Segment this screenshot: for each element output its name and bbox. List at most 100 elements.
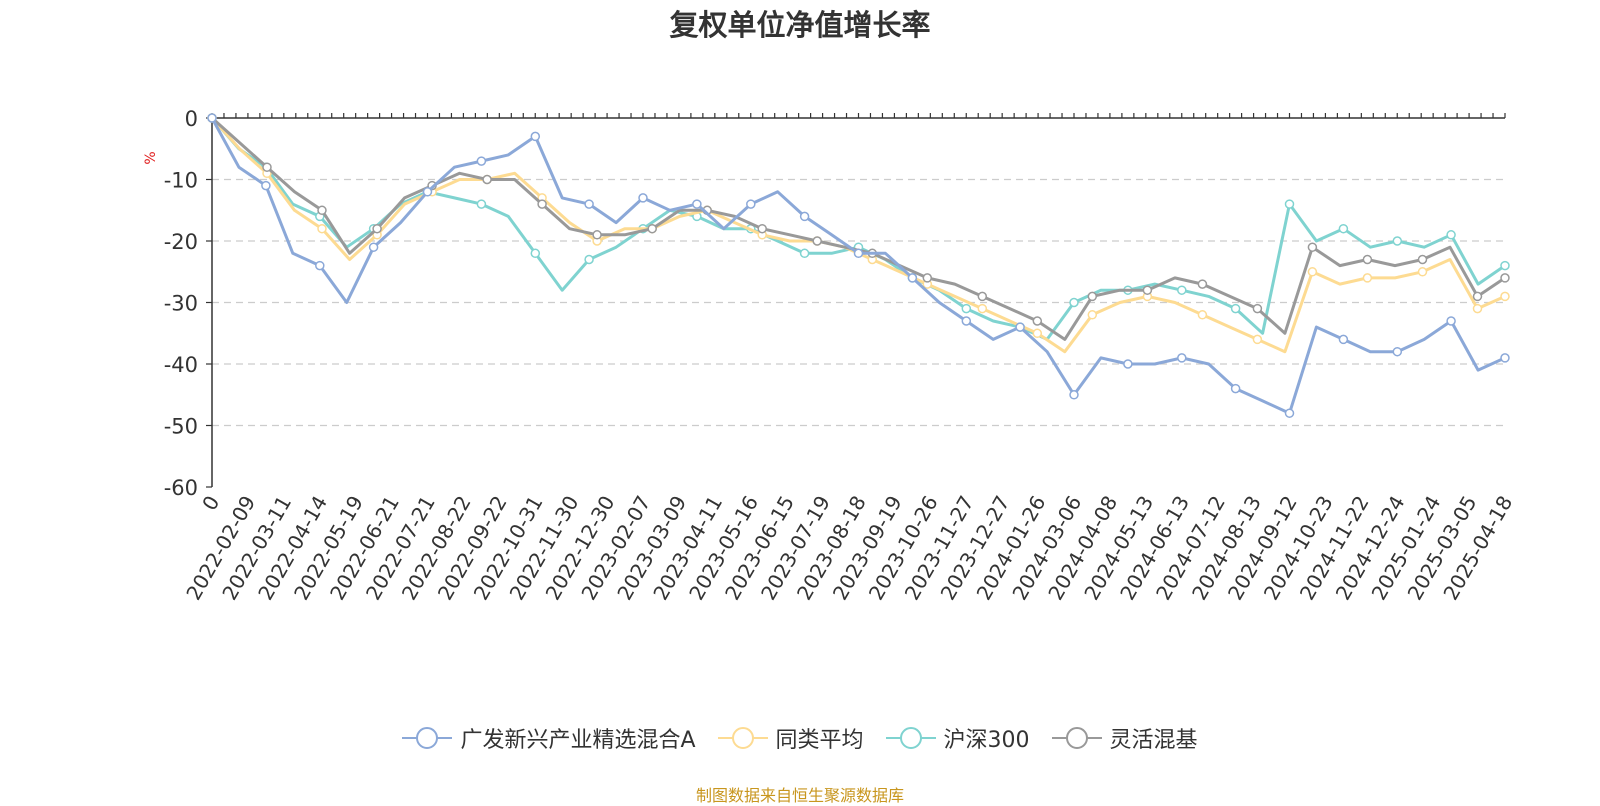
legend-label: 灵活混基	[1109, 728, 1198, 753]
legend: 广发新兴产业精选混合A 同类平均 沪深300 灵活混基	[0, 722, 1600, 754]
legend-item[interactable]: 沪深300	[885, 722, 1030, 754]
series-point-0	[961, 316, 972, 326]
series-point-0	[422, 187, 433, 197]
series-point-2	[530, 248, 541, 259]
series-line-3	[210, 116, 1506, 341]
series-point-3	[537, 199, 547, 209]
series-point-2	[961, 303, 972, 314]
series-point-0	[638, 193, 648, 203]
y-tick-label: -50	[164, 415, 198, 439]
series-point-2	[1500, 260, 1510, 271]
series-point-0	[799, 211, 810, 222]
series-point-0	[368, 242, 379, 252]
series-point-3	[1142, 285, 1153, 295]
series-point-2	[1230, 303, 1241, 314]
series-point-0	[853, 248, 864, 259]
y-tick-label: -30	[164, 292, 198, 316]
series-point-3	[1307, 242, 1318, 252]
series-point-1	[1252, 334, 1263, 345]
series-point-0	[315, 260, 325, 271]
y-tick-label: -10	[164, 169, 198, 193]
series-point-3	[757, 223, 767, 234]
series-point-0	[1123, 359, 1133, 369]
series-point-0	[1284, 408, 1295, 418]
series-point-0	[1230, 383, 1241, 394]
series-point-0	[746, 199, 756, 209]
series-point-3	[1362, 254, 1373, 265]
series-point-3	[262, 162, 272, 172]
series-point-2	[1446, 230, 1456, 240]
series-point-3	[482, 174, 492, 185]
series-point-1	[1472, 303, 1483, 314]
legend-swatch-icon	[885, 727, 936, 749]
series-point-0	[1500, 353, 1510, 363]
axes: 0-10-20-30-40-50-60%02022-02-092022-03-1…	[143, 107, 1517, 604]
series-point-2	[1177, 285, 1187, 295]
series-point-1	[1307, 267, 1318, 277]
series-point-1	[1362, 273, 1373, 283]
series-point-3	[1032, 316, 1043, 326]
series-point-3	[647, 223, 657, 234]
legend-label: 广发新兴产业精选混合A	[460, 728, 696, 753]
series-point-2	[1338, 223, 1349, 234]
series-point-3	[1500, 273, 1510, 283]
series-point-1	[1500, 291, 1510, 302]
series-point-0	[476, 156, 487, 166]
series-point-3	[1087, 291, 1098, 302]
series-point-2	[1284, 199, 1295, 209]
series-layer	[207, 113, 1510, 418]
x-tick-label: 0	[197, 492, 224, 515]
chart-title: 复权单位净值增长率	[669, 8, 931, 42]
series-line-0	[210, 117, 1506, 415]
series-point-0	[584, 199, 594, 209]
series-point-0	[692, 199, 702, 209]
series-point-3	[1197, 279, 1208, 289]
series-point-0	[907, 273, 918, 283]
series-point-2	[476, 199, 487, 209]
series-point-1	[1417, 267, 1428, 277]
series-point-3	[922, 273, 933, 283]
series-line-2	[210, 117, 1506, 341]
series-point-2	[1392, 236, 1403, 246]
series-point-0	[1069, 390, 1079, 400]
series-point-2	[584, 254, 594, 265]
series-point-1	[1032, 328, 1043, 339]
series-point-3	[317, 205, 327, 216]
legend-label: 同类平均	[775, 728, 864, 753]
series-point-1	[317, 223, 327, 234]
source-note: 制图数据来自恒生聚源数据库	[695, 786, 904, 805]
legend-swatch-icon	[402, 727, 453, 749]
series-point-0	[1338, 334, 1349, 345]
series-point-0	[261, 180, 271, 191]
series-point-3	[1252, 303, 1263, 314]
series-point-3	[372, 223, 382, 234]
y-tick-label: 0	[185, 107, 198, 131]
series-point-0	[1446, 316, 1456, 326]
series-point-1	[1197, 310, 1208, 320]
series-point-2	[1069, 297, 1079, 308]
series-point-0	[1015, 322, 1025, 332]
series-point-2	[799, 248, 810, 259]
series-point-0	[530, 131, 541, 142]
legend-item[interactable]: 灵活混基	[1051, 722, 1198, 754]
series-point-1	[1087, 310, 1098, 320]
series-point-0	[1392, 346, 1403, 357]
series-point-3	[592, 230, 602, 240]
y-axis-label: %	[143, 151, 159, 164]
series-point-3	[1417, 254, 1428, 265]
legend-item[interactable]: 同类平均	[717, 722, 864, 754]
y-tick-label: -20	[164, 230, 198, 254]
series-point-1	[977, 303, 988, 314]
series-point-0	[207, 113, 217, 123]
y-tick-label: -40	[164, 353, 198, 377]
legend-label: 沪深300	[943, 728, 1030, 753]
series-point-0	[1177, 353, 1187, 363]
series-point-3	[812, 236, 822, 246]
legend-item[interactable]: 广发新兴产业精选混合A	[402, 722, 696, 754]
legend-swatch-icon	[1051, 727, 1102, 749]
series-point-3	[1472, 291, 1483, 302]
y-tick-label: -60	[164, 476, 198, 500]
legend-swatch-icon	[717, 727, 768, 749]
series-point-3	[977, 291, 988, 302]
